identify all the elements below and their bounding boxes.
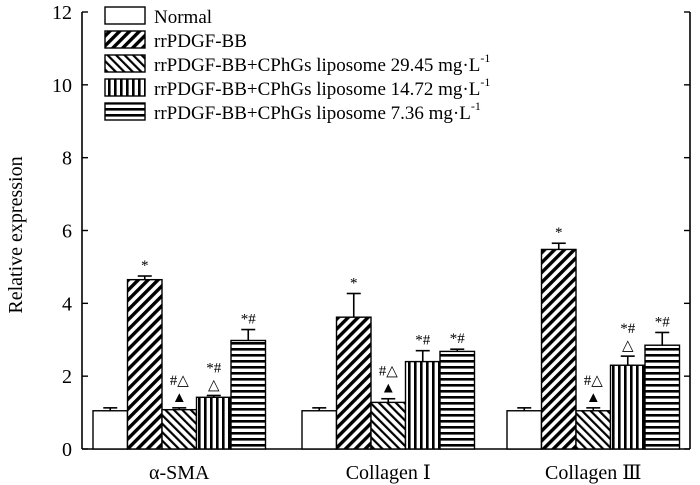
legend-label: rrPDGF-BB+CPhGs liposome 7.36 mg·L-1 (154, 99, 481, 124)
bar (230, 339, 267, 450)
significance-marker: #△ (170, 373, 190, 389)
legend-swatch (104, 30, 146, 49)
significance-marker: *# (655, 314, 671, 330)
legend-label: rrPDGF-BB+CPhGs liposome 29.45 mg·L-1 (154, 51, 490, 76)
y-tick-label: 6 (62, 221, 72, 243)
significance-marker: *# (415, 333, 431, 349)
significance-marker: * (350, 276, 358, 292)
legend-swatch (104, 78, 146, 97)
bar (126, 278, 163, 450)
y-tick-label: 4 (62, 293, 72, 315)
bar (609, 364, 646, 450)
y-axis-title: Relative expression (5, 156, 27, 313)
significance-marker: #△ (379, 364, 399, 380)
bar (301, 410, 338, 450)
bar (161, 408, 198, 450)
y-tick-label: 10 (52, 75, 72, 97)
bar (370, 401, 407, 450)
y-tick-label: 8 (62, 148, 72, 170)
significance-marker: △ (622, 338, 634, 354)
bar (644, 344, 681, 450)
bar (439, 350, 476, 450)
bar (195, 396, 232, 450)
legend-swatch (104, 102, 146, 121)
bars (92, 242, 681, 450)
legend-swatch (104, 54, 146, 73)
significance-marker: *# (206, 360, 222, 376)
legend-swatch (104, 6, 146, 25)
significance-marker: ▲ (172, 390, 187, 406)
significance-marker: *# (450, 331, 466, 347)
x-tick-label: α-SMA (149, 462, 210, 484)
significance-marker: *# (620, 321, 636, 337)
bar (404, 360, 441, 450)
x-axis: α-SMA Collagen Ⅰ Collagen Ⅲ (82, 448, 690, 484)
significance-marker: *# (241, 312, 257, 328)
bar (92, 410, 129, 450)
legend-label: Normal (154, 7, 212, 28)
x-tick-label: Collagen Ⅲ (545, 462, 642, 484)
significance-marker: ▲ (586, 390, 601, 406)
x-tick-label: Collagen Ⅰ (346, 462, 431, 484)
significance-marker: * (141, 258, 149, 274)
y-axis: 0 2 4 6 8 10 12 (52, 2, 691, 461)
bar (335, 316, 372, 450)
significance-marker: ▲ (381, 381, 396, 397)
bar (506, 410, 543, 450)
bar (540, 248, 577, 450)
y-tick-label: 12 (52, 2, 72, 24)
significance-marker: △ (208, 377, 220, 393)
legend-label: rrPDGF-BB (154, 31, 247, 52)
significance-marker: #△ (584, 373, 604, 389)
legend-label: rrPDGF-BB+CPhGs liposome 14.72 mg·L-1 (154, 75, 490, 100)
y-tick-label: 0 (62, 439, 72, 461)
bar (575, 410, 612, 450)
y-tick-label: 2 (62, 366, 72, 388)
significance-marker: * (555, 225, 563, 241)
significance-markers: *▲#△ △*#*#*▲#△*# *#*▲#△△*# *# (141, 225, 670, 406)
